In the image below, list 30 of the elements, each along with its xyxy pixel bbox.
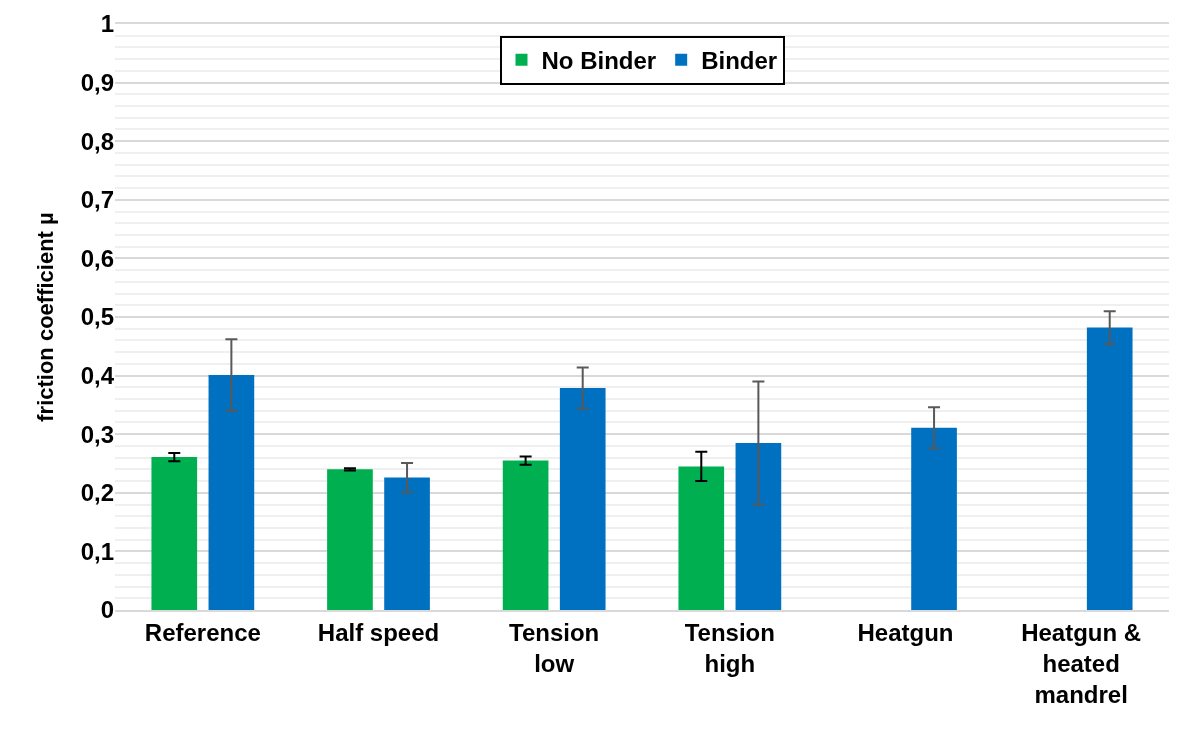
y-tick-label: 0,9: [80, 69, 114, 96]
y-tick-label: 0,3: [80, 420, 114, 448]
bar: [384, 477, 430, 610]
x-tick-label: Reference: [144, 618, 261, 646]
bar: [502, 460, 549, 610]
bar: [151, 457, 198, 610]
legend-label: Binder: [701, 47, 778, 75]
bar: [1086, 327, 1133, 610]
y-tick-label: 0,1: [80, 537, 114, 565]
bar: [327, 469, 373, 610]
y-tick-label: 0,8: [80, 127, 114, 155]
bar: [735, 442, 782, 610]
y-tick-label: 0,2: [80, 479, 114, 507]
bar: [678, 466, 725, 610]
y-tick-label: 0,7: [80, 186, 114, 214]
y-axis-title: friction coefficient µ: [33, 212, 59, 422]
y-tick-label: 1: [100, 10, 114, 38]
y-tick-label: 0: [100, 596, 114, 624]
x-tick-label: Heatgun: [857, 618, 954, 646]
y-tick-label: 0,6: [80, 244, 114, 272]
bar: [559, 387, 606, 610]
bar: [208, 375, 255, 610]
x-tick-label: Tension low: [509, 618, 600, 677]
bar: [911, 427, 957, 610]
legend-label: No Binder: [541, 47, 657, 75]
y-tick-label: 0,5: [80, 303, 114, 331]
x-tick-label: Tension high: [684, 618, 775, 677]
x-tick-label: Half speed: [317, 618, 440, 646]
y-tick-label: 0,4: [80, 362, 115, 389]
x-tick-label: Heatgun & heated mandrel: [1021, 618, 1142, 708]
